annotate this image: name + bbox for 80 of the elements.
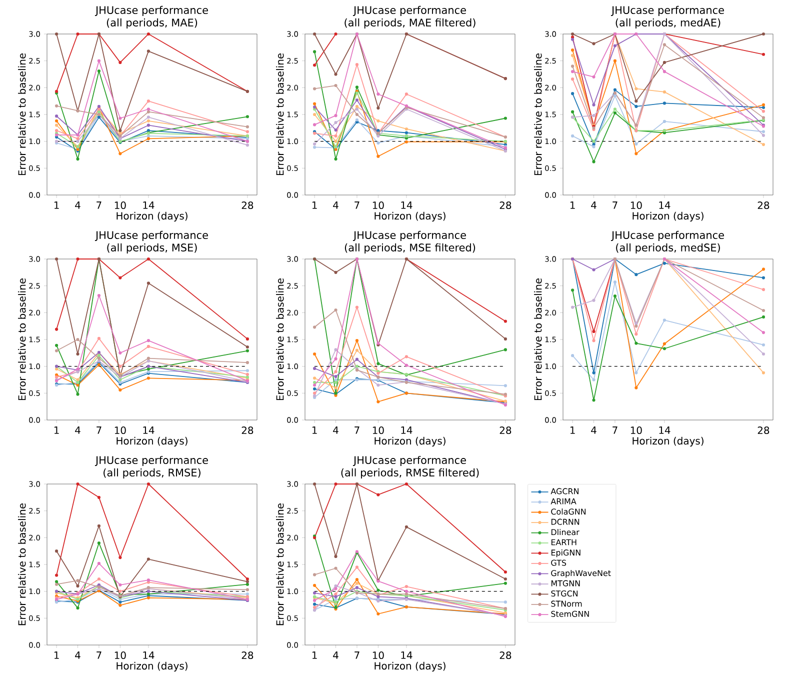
x-tick-label: 4 [75, 652, 80, 659]
x-tick-label: 4 [333, 426, 338, 434]
x-tick-label: 28 [242, 652, 254, 660]
y-axis-title: Error relative to baseline [18, 278, 26, 400]
x-axis-title: Horizon (days) [116, 436, 188, 447]
x-tick-label: 28 [242, 426, 254, 434]
x-tick-label: 1 [54, 426, 59, 434]
x-tick-label: 10 [114, 652, 126, 660]
chart-title: JHUcase performance [610, 6, 724, 16]
y-axis-title: Error relative to baseline [534, 278, 542, 400]
x-tick-label: 7 [96, 652, 102, 659]
x-tick-label: 14 [143, 202, 154, 209]
x-tick-label: 7 [612, 202, 618, 209]
x-tick-label: 14 [401, 652, 412, 659]
x-tick-label: 7 [96, 426, 102, 434]
x-axis-title: Horizon (days) [374, 662, 446, 672]
chart-title: JHUcase performance [610, 230, 724, 242]
x-tick-label: 7 [354, 652, 360, 659]
x-tick-label: 10 [114, 202, 126, 210]
y-axis-title: Error relative to baseline [276, 503, 284, 626]
x-tick-label: 7 [96, 202, 102, 209]
x-tick-label: 7 [612, 426, 618, 434]
x-tick-label: 1 [312, 652, 317, 659]
x-tick-label: 28 [500, 426, 512, 434]
x-axis-title: Horizon (days) [116, 662, 188, 672]
x-tick-label: 28 [758, 426, 770, 434]
x-tick-label: 14 [659, 202, 670, 209]
x-axis-title: Horizon (days) [374, 436, 446, 447]
chart-title: JHUcase performance [352, 456, 466, 466]
x-tick-label: 4 [333, 652, 338, 659]
x-tick-label: 14 [401, 426, 412, 434]
x-tick-label: 4 [75, 202, 80, 209]
x-tick-label: 4 [75, 426, 80, 434]
chart-subtitle: (all periods, MSE filtered) [344, 243, 476, 254]
x-tick-label: 10 [114, 426, 126, 434]
x-tick-label: 10 [630, 202, 642, 210]
chart-subtitle: (all periods, RMSE filtered) [341, 468, 479, 478]
x-tick-label: 7 [354, 426, 360, 434]
chart-title: JHUcase performance [94, 230, 208, 242]
chart-subtitle: (all periods, MAE) [106, 18, 198, 28]
x-tick-label: 1 [312, 426, 317, 434]
x-tick-label: 1 [54, 202, 59, 209]
x-tick-label: 1 [54, 652, 59, 659]
y-axis-title: Error relative to baseline [276, 53, 284, 176]
x-tick-label: 14 [143, 652, 154, 659]
x-tick-label: 10 [372, 426, 384, 434]
y-axis-title: Error relative to baseline [534, 53, 542, 176]
x-tick-label: 4 [591, 202, 596, 209]
chart-subtitle: (all periods, RMSE) [104, 468, 200, 478]
x-tick-label: 4 [333, 202, 338, 209]
chart-title: JHUcase performance [94, 6, 208, 16]
x-tick-label: 28 [500, 202, 512, 210]
x-axis-title: Horizon (days) [632, 436, 704, 447]
x-tick-label: 7 [354, 202, 360, 209]
x-tick-label: 28 [500, 652, 512, 660]
chart-subtitle: (all periods, MAE filtered) [344, 18, 476, 28]
x-tick-label: 14 [143, 426, 154, 434]
x-tick-label: 10 [372, 652, 384, 660]
x-tick-label: 4 [591, 426, 596, 434]
chart-subtitle: (all periods, MSE) [107, 243, 197, 254]
chart-subtitle: (all periods, medSE) [616, 243, 720, 254]
x-tick-label: 1 [312, 202, 317, 209]
x-tick-label: 1 [570, 426, 575, 434]
y-axis-title: Error relative to baseline [276, 278, 284, 400]
x-tick-label: 1 [570, 202, 575, 209]
y-axis-title: Error relative to baseline [18, 503, 26, 626]
chart-title: JHUcase performance [352, 6, 466, 16]
y-axis-title: Error relative to baseline [18, 53, 26, 176]
x-axis-title: Horizon (days) [374, 212, 446, 222]
x-tick-label: 28 [242, 202, 254, 210]
chart-subtitle: (all periods, medAE) [616, 18, 720, 28]
x-axis-title: Horizon (days) [632, 212, 704, 222]
x-tick-label: 10 [372, 202, 384, 210]
chart-title: JHUcase performance [94, 456, 208, 466]
x-tick-label: 10 [630, 426, 642, 434]
x-tick-label: 14 [659, 426, 670, 434]
x-axis-title: Horizon (days) [116, 212, 188, 222]
x-tick-label: 14 [401, 202, 412, 209]
chart-title: JHUcase performance [352, 230, 466, 242]
x-tick-label: 28 [758, 202, 770, 210]
